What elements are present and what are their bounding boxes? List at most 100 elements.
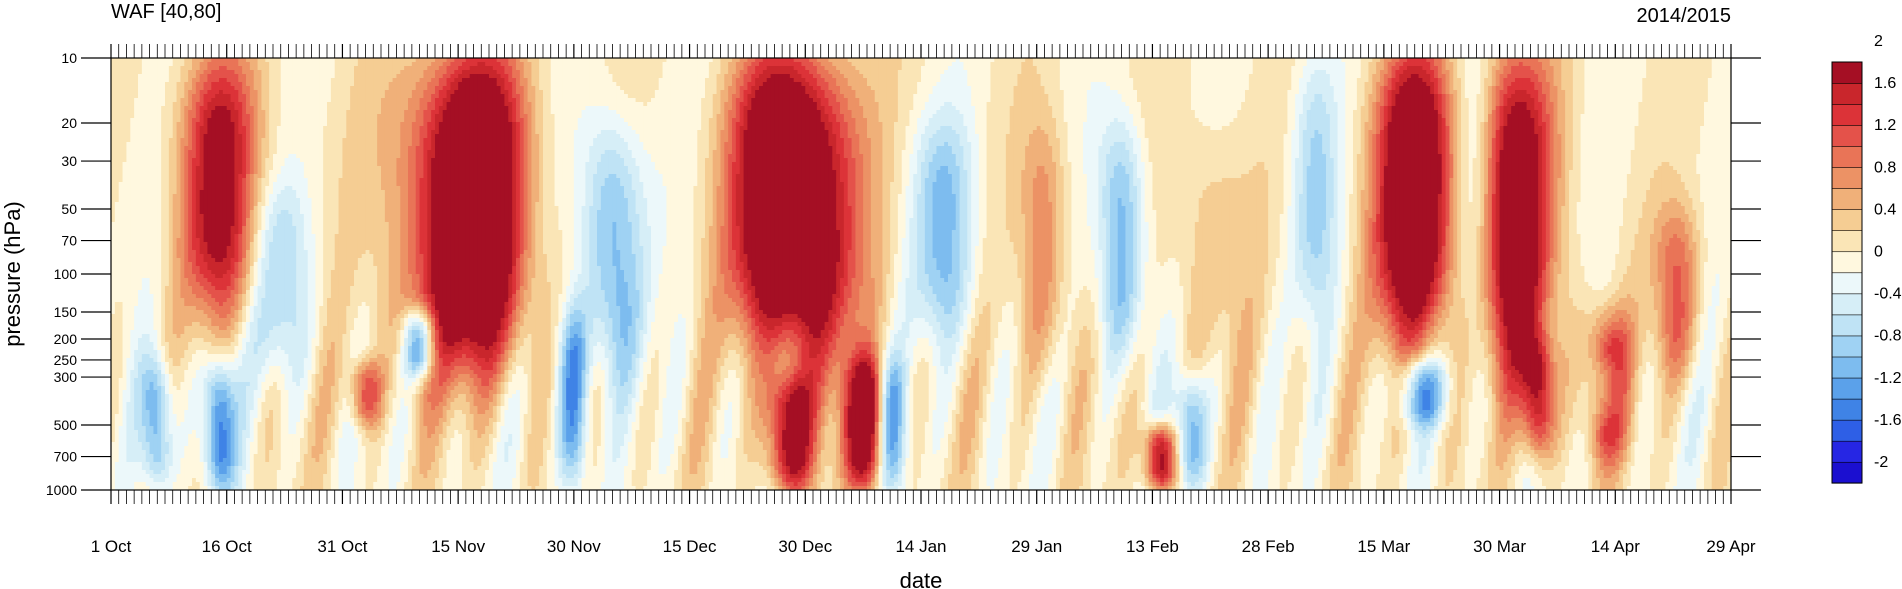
field-cell: [1052, 86, 1057, 91]
field-cell: [666, 86, 671, 91]
field-cell: [238, 98, 243, 103]
field-cell: [1198, 90, 1204, 95]
field-cell: [1059, 66, 1065, 71]
field-cell: [1673, 86, 1678, 91]
field-cell: [755, 66, 760, 71]
field-cell: [801, 74, 806, 79]
field-cell: [1356, 98, 1362, 103]
field-cell: [508, 102, 513, 107]
field-cell: [1719, 58, 1724, 63]
field-cell: [616, 66, 621, 71]
field-cell: [246, 82, 251, 87]
field-cell: [1569, 58, 1574, 63]
field-cell: [1029, 62, 1034, 67]
field-cell: [1364, 78, 1370, 83]
field-cell: [1056, 86, 1061, 91]
field-cell: [1241, 70, 1246, 75]
field-cell: [1183, 102, 1188, 107]
field-cell: [809, 94, 814, 99]
field-cell: [624, 90, 629, 95]
field-cell: [832, 66, 837, 71]
field-cell: [1692, 58, 1697, 63]
field-cell: [446, 78, 452, 83]
field-cell: [708, 98, 714, 103]
field-cell: [832, 94, 837, 99]
field-cell: [1572, 62, 1578, 67]
field-cell: [743, 74, 749, 79]
field-cell: [1333, 94, 1339, 99]
field-cell: [273, 58, 278, 63]
field-cell: [913, 70, 918, 75]
field-cell: [770, 90, 776, 95]
field-cell: [519, 62, 525, 67]
field-cell: [427, 82, 432, 87]
field-cell: [265, 98, 270, 103]
field-cell: [1009, 98, 1015, 103]
field-cell: [705, 90, 710, 95]
field-cell: [743, 86, 749, 91]
field-cell: [330, 102, 336, 107]
field-cell: [1526, 62, 1532, 67]
field-cell: [874, 98, 880, 103]
field-cell: [215, 90, 220, 95]
field-cell: [1727, 78, 1731, 83]
field-cell: [149, 82, 155, 87]
field-cell: [192, 70, 197, 75]
field-cell: [1530, 74, 1535, 79]
field-cell: [940, 58, 945, 63]
field-cell: [469, 58, 475, 63]
field-cell: [1283, 94, 1289, 99]
field-cell: [1480, 98, 1485, 103]
field-cell: [1522, 94, 1528, 99]
field-cell: [1715, 82, 1721, 87]
field-cell: [408, 102, 413, 107]
field-cell: [392, 94, 398, 99]
field-cell: [832, 78, 837, 83]
field-cell: [1437, 94, 1443, 99]
field-cell: [1202, 98, 1208, 103]
field-cell: [1630, 58, 1636, 63]
field-cell: [778, 90, 783, 95]
field-cell: [959, 66, 965, 71]
field-cell: [1657, 78, 1663, 83]
field-cell: [419, 94, 425, 99]
field-cell: [168, 102, 174, 107]
field-cell: [1318, 86, 1323, 91]
field-cell: [566, 86, 571, 91]
field-cell: [608, 90, 614, 95]
field-cell: [847, 66, 853, 71]
field-cell: [1283, 98, 1289, 103]
field-cell: [1642, 58, 1647, 63]
field-cell: [712, 86, 718, 91]
field-cell: [982, 66, 988, 71]
field-cell: [111, 78, 116, 83]
field-cell: [631, 66, 637, 71]
field-cell: [1225, 102, 1231, 107]
field-cell: [743, 62, 749, 67]
field-cell: [546, 78, 552, 83]
field-cell: [122, 82, 128, 87]
field-cell: [913, 58, 918, 63]
field-cell: [1302, 70, 1308, 75]
field-cell: [300, 94, 305, 99]
field-cell: [450, 90, 455, 95]
field-cell: [1615, 82, 1620, 87]
field-cell: [1707, 90, 1713, 95]
field-cell: [114, 94, 120, 99]
field-cell: [878, 66, 884, 71]
field-cell: [1202, 86, 1208, 91]
field-cell: [1584, 58, 1589, 63]
field-cell: [465, 74, 471, 79]
field-cell: [118, 74, 124, 79]
field-cell: [967, 58, 972, 63]
field-cell: [454, 78, 459, 83]
field-cell: [566, 70, 571, 75]
field-cell: [666, 70, 671, 75]
field-cell: [1318, 66, 1323, 71]
field-cell: [307, 70, 313, 75]
field-cell: [1210, 62, 1215, 67]
field-cell: [697, 82, 702, 87]
field-cell: [801, 66, 806, 71]
field-cell: [1538, 94, 1543, 99]
field-cell: [465, 98, 471, 103]
